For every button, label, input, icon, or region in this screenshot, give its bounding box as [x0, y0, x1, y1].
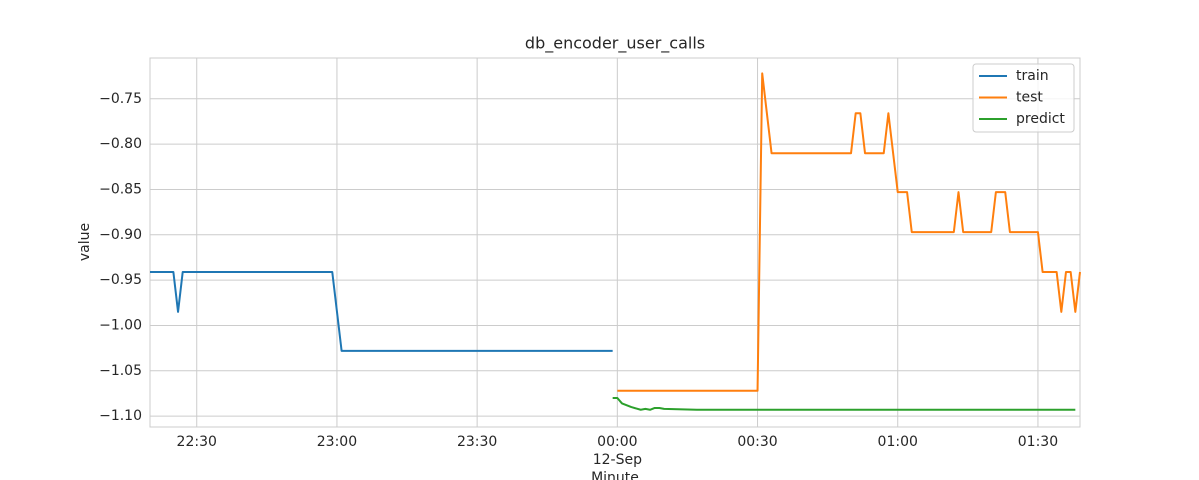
plot-frame: [149, 57, 1081, 428]
y-tick-label: −1.10: [99, 408, 142, 424]
legend-label: predict: [1016, 111, 1065, 127]
y-tick-label: −1.00: [99, 317, 142, 333]
chart-title: db_encoder_user_calls: [525, 34, 705, 54]
x-tick-label: 01:00: [878, 434, 918, 450]
x-tick-label: 01:30: [1018, 434, 1058, 450]
x-tick-label: 22:30: [177, 434, 217, 450]
legend-box: [972, 63, 1075, 133]
series-line: [612, 396, 1076, 411]
y-tick-label: −0.90: [99, 227, 142, 243]
legend-label: test: [1016, 90, 1043, 106]
series-line: [617, 72, 1081, 392]
y-tick-label: −0.80: [99, 136, 142, 152]
y-tick-label: −1.05: [99, 363, 142, 379]
x-tick-date: 12-Sep: [593, 452, 642, 468]
x-tick-label: 23:30: [457, 434, 497, 450]
x-tick-label: 00:30: [737, 434, 777, 450]
y-tick-label: −0.85: [99, 181, 142, 197]
y-tick-label: −0.75: [99, 91, 142, 107]
x-tick-label: 00:00: [597, 434, 637, 450]
x-axis-label: Minute: [591, 470, 639, 480]
y-tick-label: −0.95: [99, 272, 142, 288]
series-line: [150, 270, 613, 352]
y-axis-label: value: [77, 223, 93, 261]
legend-label: train: [1016, 68, 1049, 84]
x-tick-label: 23:00: [317, 434, 357, 450]
